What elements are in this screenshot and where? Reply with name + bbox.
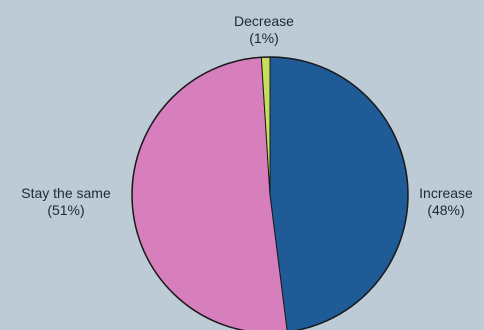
slice-label-decrease-name: Decrease	[234, 13, 294, 29]
slice-label-decrease-value: (1%)	[249, 30, 279, 46]
slice-label-stay-the-same-name: Stay the same	[21, 185, 111, 201]
slice-label-increase: Increase (48%)	[413, 185, 479, 219]
slice-label-decrease: Decrease (1%)	[228, 13, 300, 47]
slice-label-stay-the-same-value: (51%)	[47, 202, 85, 218]
slice-label-stay-the-same: Stay the same (51%)	[12, 185, 120, 219]
slice-label-increase-value: (48%)	[427, 202, 465, 218]
slice-label-increase-name: Increase	[419, 185, 473, 201]
pie-outline	[131, 56, 409, 330]
pie-slice-increase	[269, 56, 409, 330]
